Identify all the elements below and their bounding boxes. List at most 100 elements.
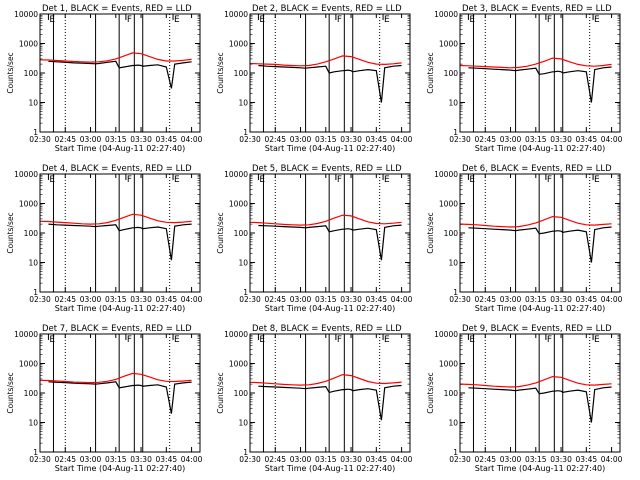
x-tick-label: 02:30	[449, 135, 471, 144]
events-series-line	[258, 384, 402, 421]
x-tick-label: 03:00	[290, 455, 312, 464]
plot-frame	[249, 333, 411, 453]
marker-label: F	[337, 15, 342, 25]
y-tick-label: 10000	[434, 10, 458, 19]
panel-title: Det 1, BLACK = Events, RED = LLD	[42, 4, 192, 14]
marker-label: E	[384, 335, 390, 345]
x-tick-label: 03:00	[290, 295, 312, 304]
lld-series-line	[249, 373, 402, 386]
y-tick-label: 100	[444, 389, 459, 398]
events-series-line	[468, 66, 612, 103]
y-axis-label: Counts/sec	[426, 52, 435, 93]
marker-label: E	[49, 335, 55, 345]
y-tick-label: 1	[243, 448, 248, 457]
y-tick-label: 1000	[229, 40, 248, 49]
marker-label: E	[259, 175, 265, 185]
y-tick-label: 1000	[439, 360, 458, 369]
y-tick-label: 100	[234, 69, 249, 78]
x-tick-label: 02:45	[264, 135, 286, 144]
x-tick-label: 02:45	[54, 295, 76, 304]
events-series-line	[258, 64, 402, 103]
x-tick-label: 03:00	[290, 135, 312, 144]
x-tick-label: 02:45	[474, 455, 496, 464]
x-tick-label: 02:45	[264, 295, 286, 304]
marker-label: E	[594, 335, 600, 345]
x-tick-label: 03:30	[340, 455, 362, 464]
y-tick-label: 10000	[434, 170, 458, 179]
marker-label: E	[384, 175, 390, 185]
y-tick-label: 1	[453, 448, 458, 457]
marker-label: F	[337, 335, 342, 345]
y-tick-label: 10000	[224, 170, 248, 179]
plot-frame	[39, 173, 201, 293]
x-tick-label: 03:30	[550, 135, 572, 144]
x-tick-label: 03:45	[156, 135, 178, 144]
y-tick-label: 1000	[229, 200, 248, 209]
y-tick-label: 1	[33, 128, 38, 137]
x-tick-label: 03:15	[525, 295, 547, 304]
marker-label: E	[259, 15, 265, 25]
panel-title: Det 6, BLACK = Events, RED = LLD	[462, 164, 612, 174]
y-axis-label: Counts/sec	[426, 212, 435, 253]
y-tick-label: 10	[28, 259, 38, 268]
marker-label: E	[469, 175, 475, 185]
x-axis-label: Start Time (04-Aug-11 02:27:40)	[475, 144, 606, 153]
x-tick-label: 03:15	[315, 455, 337, 464]
x-tick-label: 03:30	[550, 455, 572, 464]
panel-title: Det 3, BLACK = Events, RED = LLD	[462, 4, 612, 14]
lld-series-line	[39, 52, 192, 63]
panel-title: Det 4, BLACK = Events, RED = LLD	[42, 164, 192, 174]
marker-label: F	[127, 15, 132, 25]
marker-label: F	[127, 175, 132, 185]
y-tick-label: 10	[448, 259, 458, 268]
x-tick-label: 03:15	[525, 135, 547, 144]
y-tick-label: 10000	[224, 10, 248, 19]
y-tick-label: 10	[238, 419, 248, 428]
events-series-line	[48, 381, 192, 414]
x-tick-label: 04:00	[391, 295, 413, 304]
x-tick-label: 02:30	[239, 135, 261, 144]
y-tick-label: 100	[24, 69, 39, 78]
y-axis-label: Counts/sec	[216, 212, 225, 253]
x-tick-label: 02:30	[29, 455, 51, 464]
marker-label: E	[469, 335, 475, 345]
x-tick-label: 03:15	[105, 135, 127, 144]
x-axis-label: Start Time (04-Aug-11 02:27:40)	[265, 464, 396, 473]
x-tick-label: 04:00	[601, 295, 623, 304]
x-tick-label: 02:30	[239, 455, 261, 464]
x-axis-label: Start Time (04-Aug-11 02:27:40)	[55, 304, 186, 313]
lld-series-line	[39, 213, 192, 225]
y-tick-label: 10	[238, 99, 248, 108]
x-tick-label: 03:15	[105, 455, 127, 464]
panel-title: Det 7, BLACK = Events, RED = LLD	[42, 324, 192, 334]
x-tick-label: 02:30	[29, 135, 51, 144]
marker-label: E	[174, 175, 180, 185]
marker-label: E	[259, 335, 265, 345]
x-tick-label: 04:00	[181, 135, 203, 144]
y-tick-label: 1	[243, 128, 248, 137]
y-tick-label: 100	[24, 389, 39, 398]
marker-label: E	[49, 15, 55, 25]
y-axis-label: Counts/sec	[6, 212, 15, 253]
x-tick-label: 02:45	[474, 135, 496, 144]
x-tick-label: 03:45	[366, 295, 388, 304]
y-tick-label: 1000	[439, 40, 458, 49]
x-tick-label: 03:30	[130, 135, 152, 144]
x-tick-label: 02:30	[449, 455, 471, 464]
y-tick-label: 1	[453, 288, 458, 297]
marker-label: E	[49, 175, 55, 185]
x-tick-label: 04:00	[601, 455, 623, 464]
x-tick-label: 02:30	[449, 295, 471, 304]
y-tick-label: 100	[234, 229, 249, 238]
events-series-line	[468, 386, 612, 423]
y-tick-label: 1000	[19, 200, 38, 209]
x-tick-label: 03:30	[130, 295, 152, 304]
x-tick-label: 03:45	[156, 295, 178, 304]
x-tick-label: 03:00	[500, 455, 522, 464]
y-tick-label: 10000	[14, 10, 38, 19]
